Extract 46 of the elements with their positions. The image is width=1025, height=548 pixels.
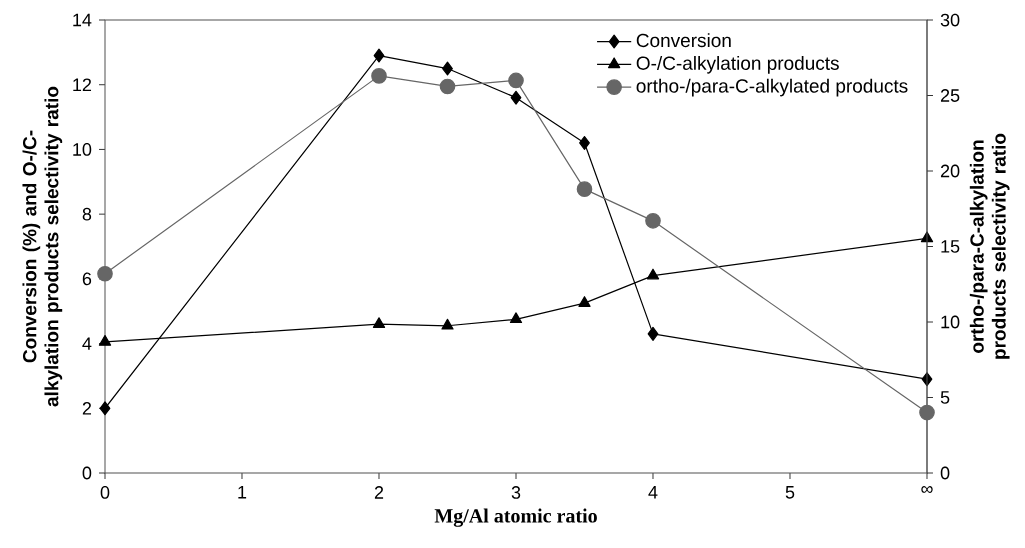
point [576, 181, 593, 197]
y2-tick-label: 15 [941, 240, 960, 253]
point [98, 334, 112, 346]
y-tick-label: 2 [82, 401, 92, 415]
y-tick-label: 8 [82, 207, 92, 221]
point [510, 90, 522, 105]
x-axis-title: Mg/Al atomic ratio [434, 508, 597, 527]
point [97, 265, 113, 282]
y2-tick-label: 25 [940, 89, 960, 102]
y-tick-label: 12 [73, 78, 92, 91]
point [646, 268, 660, 280]
point [508, 72, 524, 89]
point [373, 48, 385, 63]
legend-label: Conversion [636, 33, 731, 48]
y-tick-label: 14 [73, 13, 92, 27]
point [647, 326, 659, 341]
y-tick-label: 0 [82, 466, 92, 480]
y-tick-label: 4 [82, 337, 92, 350]
y-tick-label: 6 [82, 272, 92, 286]
x-tick-label: 0 [100, 486, 110, 499]
x-tick-label: ∞ [921, 486, 933, 493]
x-tick-label: 5 [785, 486, 795, 499]
y2-axis-title: ortho-/para-C-alkylation products selectivity ratio [969, 133, 1010, 359]
point [578, 296, 591, 307]
y2-tick-label: 30 [940, 13, 960, 27]
point [441, 318, 454, 330]
x-tick-label: 1 [238, 486, 247, 499]
point [509, 312, 523, 324]
y-tick-label: 10 [73, 143, 92, 156]
y2-tick-label: 5 [940, 391, 950, 404]
point [372, 317, 386, 328]
point [439, 78, 456, 95]
point [919, 404, 935, 421]
point [371, 68, 387, 84]
y-axis-title: Conversion (%) and O-/C-alkylation products selectivity ratio [22, 86, 63, 407]
y2-tick-label: 20 [940, 164, 960, 178]
x-tick-label: 3 [511, 486, 521, 499]
x-tick-label: 2 [374, 486, 384, 499]
point [645, 213, 661, 229]
y2-tick-label: 10 [941, 315, 960, 329]
x-tick-label: 4 [648, 486, 658, 499]
y2-tick-label: 0 [940, 466, 950, 480]
point [442, 61, 453, 76]
point [579, 135, 590, 150]
legend-label: O-/C-alkylation products [636, 55, 839, 74]
legend-label: ortho-/para-C-alkylated products [636, 78, 908, 97]
